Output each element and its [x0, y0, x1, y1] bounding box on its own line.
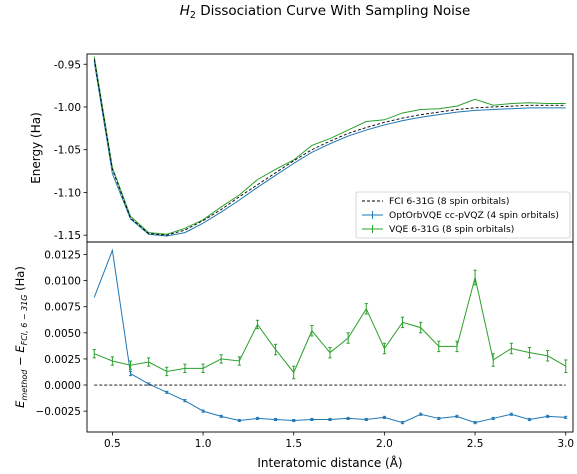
panel1-optorb-errorbar-16 [382, 415, 387, 419]
panel1-optorb-errorbar-14 [346, 416, 350, 420]
panel1-vqe-errorbar-2 [128, 360, 133, 370]
panel1-y-tick-label-1: 0.0100 [44, 276, 81, 288]
panel1-vqe-errorbar-1 [110, 356, 114, 366]
bottom-y-axis-label: Emethod − EFCI, 6 − 31G (Ha) [13, 266, 29, 408]
top-y-axis: -0.95 -1.00 -1.05 -1.10 -1.15 [54, 59, 87, 242]
panel1-optorb-errorbar-9 [255, 416, 260, 420]
panel1-vqe-errorbar-6 [201, 363, 205, 373]
panel1-optorb-errorbar-12 [310, 417, 314, 422]
panel1-optorb-errorbar-8 [237, 418, 241, 423]
top-y-axis-label: Energy (Ha) [29, 112, 43, 184]
panel1-optorb-errorbar-20 [455, 414, 459, 418]
panel1-vqe-errorbar-3 [147, 357, 151, 367]
panel1-optorb-errorbar-26 [564, 415, 568, 419]
panel1-y-tick-label-4: 0.0025 [44, 354, 81, 366]
bottom-panel: 0.0125 0.0100 0.0075 0.0050 0.0025 0.0000 −0.0… [13, 241, 574, 470]
panel1-optorb-errorbar-18 [419, 412, 423, 416]
panel1-optorb-errorbar-10 [273, 417, 278, 422]
panel0-y-tick-label-1: -1.00 [54, 102, 81, 114]
panel1-vqe-errorbar-15 [364, 303, 368, 315]
panel1-vqe-errorbar-19 [437, 340, 441, 353]
legend-box [355, 191, 571, 239]
top-series [93, 56, 566, 237]
panel1-optorb-errorbar-21 [473, 421, 477, 425]
chart-title: H2 Dissociation Curve With Sampling Nois… [180, 3, 471, 21]
panel0-y-tick-label-3: -1.10 [54, 187, 81, 199]
panel1-vqe-errorbar-8 [237, 356, 241, 366]
x-tick-label-4: 2.5 [467, 438, 484, 450]
bottom-x-axis: 0.5 1.0 1.5 2.0 2.5 3.0 [104, 432, 574, 450]
panel1-vqe-errorbar-26 [564, 359, 568, 373]
x-tick-label-1: 1.0 [195, 438, 212, 450]
panel1-optorb-errorbar-19 [437, 416, 441, 420]
panel0-y-tick-label-0: -0.95 [54, 59, 81, 71]
panel1-optorb-errorbar-15 [364, 417, 368, 422]
panel1-optorb-errorbar-11 [292, 418, 296, 423]
panel1-optorb-errorbar-7 [219, 414, 223, 418]
panel1-optorb-errorbar-6 [201, 409, 205, 413]
panel1-y-tick-label-3: 0.0050 [44, 328, 81, 340]
panel1-vqe-errorbar-14 [346, 332, 350, 344]
panel1-optorb-errorbar-13 [328, 417, 332, 422]
x-tick-label-0: 0.5 [104, 438, 121, 450]
legend-label-vqe: VQE 6-31G (8 spin orbitals) [389, 224, 514, 235]
panel1-optorb-errorbar-22 [491, 416, 495, 420]
panel1-y-tick-label-2: 0.0075 [44, 302, 81, 314]
panel1-optorb-errorbar-4 [165, 390, 169, 394]
panel1-optorb-errorbar-5 [183, 399, 187, 403]
panel0-series-vqe-line [93, 56, 566, 235]
panel1-vqe-errorbar-18 [419, 321, 423, 334]
panel1-optorb-errorbar-17 [400, 421, 405, 425]
panel1-vqe-errorbar-25 [546, 350, 550, 362]
panel1-vqe-errorbar-12 [310, 325, 314, 337]
panel1-vqe-errorbar-16 [382, 342, 387, 355]
panel1-vqe-errorbar-13 [328, 346, 332, 359]
panel1-vqe-errorbar-24 [527, 346, 532, 359]
panel0-series-fci-line [93, 59, 566, 236]
panel1-optorb-errorbar-2 [128, 370, 133, 377]
panel1-vqe-errorbar-4 [165, 366, 169, 377]
top-panel: -0.95 -1.00 -1.05 -1.10 -1.15 Energy (Ha) FC… [29, 53, 574, 243]
panel1-vqe-errorbar-9 [255, 319, 260, 330]
panel1-vqe-errorbar-23 [509, 342, 513, 355]
panel1-vqe-errorbar-0 [92, 349, 96, 359]
x-axis-label: Interatomic distance (Å) [257, 455, 402, 470]
panel1-y-tick-label-0: 0.0125 [44, 250, 81, 262]
panel0-y-tick-label-2: -1.05 [54, 145, 81, 157]
x-tick-label-5: 3.0 [557, 438, 574, 450]
panel1-vqe-errorbar-20 [455, 340, 459, 353]
panel1-vqe-errorbar-7 [219, 354, 223, 364]
panel1-series-optorb-line [93, 248, 566, 424]
panel1-y-tick-label-6: −0.0025 [35, 406, 81, 418]
legend-label-optorb: OptOrbVQE cc-pVQZ (4 spin orbitals) [389, 210, 559, 221]
x-tick-label-2: 1.5 [285, 438, 302, 450]
panel1-vqe-errorbar-10 [273, 343, 278, 356]
x-tick-label-3: 2.0 [376, 438, 393, 450]
panel1-y-tick-label-5: 0.0000 [44, 380, 81, 392]
panel1-vqe-errorbar-17 [400, 316, 405, 329]
legend: FCI 6-31G (8 spin orbitals) OptOrbVQE cc… [355, 191, 571, 239]
bottom-y-axis: 0.0125 0.0100 0.0075 0.0050 0.0025 0.0000 −0.0… [35, 250, 87, 418]
panel1-optorb-errorbar-24 [527, 417, 532, 422]
panel0-series-optorb-line [93, 61, 566, 237]
panel1-vqe-errorbar-5 [183, 363, 187, 373]
bottom-plot-frame [86, 241, 574, 433]
panel1-optorb-errorbar-25 [546, 414, 550, 418]
panel1-optorb-errorbar-23 [509, 412, 513, 416]
panel1-vqe-errorbar-22 [491, 353, 495, 367]
bottom-series [92, 248, 568, 425]
legend-label-fci: FCI 6-31G (8 spin orbitals) [389, 196, 509, 207]
panel1-vqe-errorbar-21 [473, 269, 477, 286]
panel0-y-tick-label-4: -1.15 [54, 230, 81, 242]
panel1-vqe-errorbar-11 [292, 365, 296, 380]
